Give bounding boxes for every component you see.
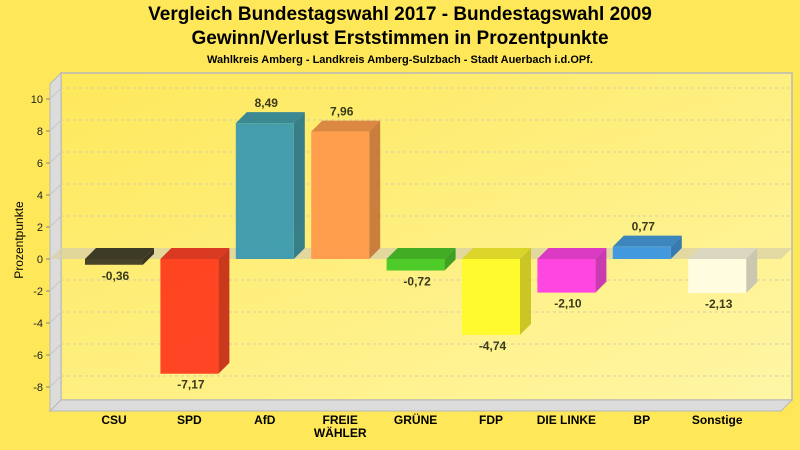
x-tick-label: DIE LINKE xyxy=(537,413,596,427)
bar-front xyxy=(537,259,595,293)
bar-front xyxy=(85,259,143,265)
bar-top xyxy=(236,112,305,123)
bar-side xyxy=(294,112,305,259)
bar-front xyxy=(688,259,746,293)
data-label: -0,36 xyxy=(102,269,130,283)
data-label: -7,17 xyxy=(177,378,205,392)
bar-spd: -7,17 xyxy=(160,248,229,392)
bar-top xyxy=(688,248,757,259)
bar-side xyxy=(369,121,380,259)
y-tick-label: 0 xyxy=(37,254,43,266)
bar-front xyxy=(160,259,218,374)
y-tick-label: -8 xyxy=(33,382,43,394)
y-axis-label: Prozentpunkte xyxy=(12,201,26,279)
data-label: -4,74 xyxy=(479,339,507,353)
y-tick-label: 2 xyxy=(37,222,43,234)
bar-top xyxy=(613,236,682,247)
bar-top xyxy=(160,248,229,259)
y-tick-label: 8 xyxy=(37,126,43,138)
x-tick-label: GRÜNE xyxy=(394,412,437,427)
bar-top xyxy=(537,248,606,259)
bar-top xyxy=(85,248,154,259)
x-tick-label: SPD xyxy=(177,413,202,427)
bar-front xyxy=(613,247,671,259)
y-tick-label: -6 xyxy=(33,350,43,362)
bar-freie-wähler: 7,96 xyxy=(311,105,380,259)
plot-floor xyxy=(50,400,792,411)
x-tick-label: BP xyxy=(633,413,650,427)
bar-front xyxy=(236,123,294,259)
data-label: -2,10 xyxy=(554,297,582,311)
data-label: -0,72 xyxy=(403,275,431,289)
bar-top xyxy=(387,248,456,259)
y-tick-label: 10 xyxy=(31,94,43,106)
bar-top xyxy=(462,248,531,259)
bar-front xyxy=(387,259,445,271)
x-tick-label: FDP xyxy=(479,413,503,427)
y-tick-label: -2 xyxy=(33,286,43,298)
x-tick-label: FREIE xyxy=(323,413,358,427)
data-label: 0,77 xyxy=(632,220,656,234)
x-tick-label: WÄHLER xyxy=(314,425,367,440)
bar-side xyxy=(520,248,531,335)
bar-afd: 8,49 xyxy=(236,96,305,259)
x-tick-label: CSU xyxy=(101,413,126,427)
plot-left-wall xyxy=(50,73,61,411)
x-tick-label: AfD xyxy=(254,413,276,427)
y-tick-label: -4 xyxy=(33,318,43,330)
bar-side xyxy=(218,248,229,374)
bar-front xyxy=(462,259,520,335)
data-label: 7,96 xyxy=(330,105,354,119)
y-axis-ticks: 10 8 6 4 2 0 -2 -4 -6 -8 xyxy=(31,94,50,394)
bar-front xyxy=(311,132,369,259)
data-label: -2,13 xyxy=(705,297,733,311)
x-axis-labels: CSU SPD AfD FREIEWÄHLER GRÜNE FDP DIE LINKE BP S… xyxy=(101,412,743,440)
y-tick-label: 6 xyxy=(37,158,43,170)
x-tick-label: Sonstige xyxy=(692,413,743,427)
y-tick-label: 4 xyxy=(37,190,43,202)
data-label: 8,49 xyxy=(255,96,279,110)
bar-top xyxy=(311,121,380,132)
